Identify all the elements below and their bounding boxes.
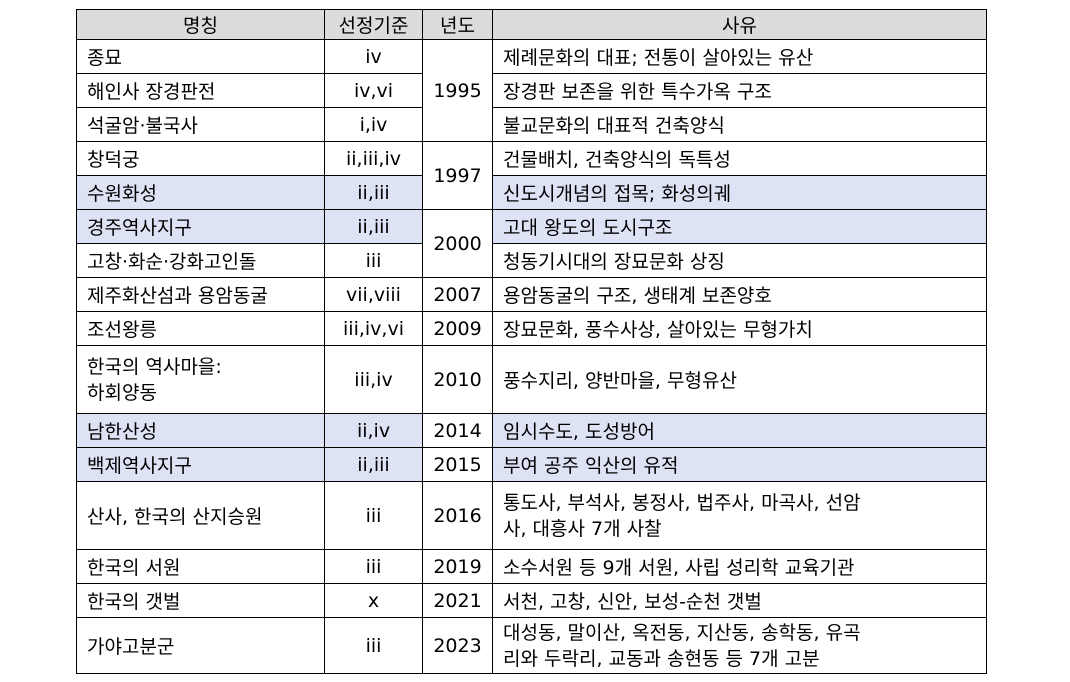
heritage-table: 명칭 선정기준 년도 사유 종묘 iv 1995 제례문화의 대표; 전통이 살… [76, 9, 987, 674]
year-cell: 2019 [422, 549, 493, 584]
header-criteria: 선정기준 [324, 9, 423, 40]
reason-cell: 장경판 보존을 위한 특수가옥 구조 [492, 73, 987, 108]
table-row: 한국의 갯벌 x 2021 서천, 고창, 신안, 보성-순천 갯벌 [76, 583, 987, 618]
heritage-name: 고창·화순·강화고인돌 [76, 243, 325, 278]
heritage-name: 남한산성 [76, 413, 325, 448]
reason-cell: 청동기시대의 장묘문화 상징 [492, 243, 987, 278]
year-cell: 2000 [422, 209, 493, 278]
year-cell: 2016 [422, 481, 493, 550]
table-row: 고창·화순·강화고인돌 iii 청동기시대의 장묘문화 상징 [76, 243, 987, 278]
criteria-cell: iv [324, 39, 423, 74]
heritage-name: 한국의 갯벌 [76, 583, 325, 618]
criteria-cell: iii,iv,vi [324, 311, 423, 346]
criteria-cell: iii [324, 617, 423, 674]
criteria-cell: i,iv [324, 107, 423, 142]
table-row: 한국의 서원 iii 2019 소수서원 등 9개 서원, 사립 성리학 교육기… [76, 549, 987, 584]
heritage-name: 석굴암·불국사 [76, 107, 325, 142]
reason-line: 리와 두락리, 교동과 송현동 등 7개 고분 [503, 647, 820, 670]
reason-cell: 제례문화의 대표; 전통이 살아있는 유산 [492, 39, 987, 74]
criteria-cell: iii [324, 549, 423, 584]
reason-cell: 서천, 고창, 신안, 보성-순천 갯벌 [492, 583, 987, 618]
reason-line: 사, 대흥사 7개 사찰 [503, 517, 662, 540]
table-row: 경주역사지구 ii,iii 2000 고대 왕도의 도시구조 [76, 209, 987, 278]
criteria-cell: x [324, 583, 423, 618]
reason-cell: 불교문화의 대표적 건축양식 [492, 107, 987, 142]
year-cell: 1997 [422, 141, 493, 210]
year-cell: 2021 [422, 583, 493, 618]
table-row: 백제역사지구 ii,iii 2015 부여 공주 익산의 유적 [76, 447, 987, 482]
heritage-name: 종묘 [76, 39, 325, 74]
header-year: 년도 [422, 9, 493, 40]
reason-cell: 용암동굴의 구조, 생태계 보존양호 [492, 277, 987, 312]
reason-cell: 임시수도, 도성방어 [492, 413, 987, 448]
year-cell: 2010 [422, 345, 493, 414]
table-row: 가야고분군 iii 2023 대성동, 말이산, 옥전동, 지산동, 송학동, … [76, 617, 987, 674]
criteria-cell: ii,iv [324, 413, 423, 448]
criteria-cell: iii [324, 243, 423, 278]
year-cell: 2009 [422, 311, 493, 346]
reason-cell: 고대 왕도의 도시구조 [492, 209, 987, 244]
table-row: 한국의 역사마을: 하회양동 iii,iv 2010 풍수지리, 양반마을, 무… [76, 345, 987, 414]
reason-cell: 신도시개념의 접목; 화성의궤 [492, 175, 987, 210]
heritage-name: 한국의 서원 [76, 549, 325, 584]
reason-line: 대성동, 말이산, 옥전동, 지산동, 송학동, 유곡 [503, 621, 861, 644]
criteria-cell: iv,vi [324, 73, 423, 108]
year-cell: 2015 [422, 447, 493, 482]
heritage-name: 해인사 장경판전 [76, 73, 325, 108]
heritage-name: 제주화산섬과 용암동굴 [76, 277, 325, 312]
table-row: 남한산성 ii,iv 2014 임시수도, 도성방어 [76, 413, 987, 448]
table-row: 제주화산섬과 용암동굴 vii,viii 2007 용암동굴의 구조, 생태계 … [76, 277, 987, 312]
heritage-name: 한국의 역사마을: 하회양동 [76, 345, 325, 414]
year-cell: 2007 [422, 277, 493, 312]
table-row: 석굴암·불국사 i,iv 불교문화의 대표적 건축양식 [76, 107, 987, 142]
heritage-name: 수원화성 [76, 175, 325, 210]
table-row: 해인사 장경판전 iv,vi 장경판 보존을 위한 특수가옥 구조 [76, 73, 987, 108]
criteria-cell: iii [324, 481, 423, 550]
heritage-name: 산사, 한국의 산지승원 [76, 481, 325, 550]
heritage-name-line: 하회양동 [87, 381, 157, 404]
reason-cell: 소수서원 등 9개 서원, 사립 성리학 교육기관 [492, 549, 987, 584]
heritage-name-line: 한국의 역사마을: [87, 355, 222, 378]
criteria-cell: ii,iii [324, 209, 423, 244]
table-row: 수원화성 ii,iii 신도시개념의 접목; 화성의궤 [76, 175, 987, 210]
heritage-name: 조선왕릉 [76, 311, 325, 346]
year-cell: 1995 [422, 39, 493, 142]
criteria-cell: ii,iii [324, 447, 423, 482]
table-row: 조선왕릉 iii,iv,vi 2009 장묘문화, 풍수사상, 살아있는 무형가… [76, 311, 987, 346]
criteria-cell: vii,viii [324, 277, 423, 312]
reason-cell: 통도사, 부석사, 봉정사, 법주사, 마곡사, 선암 사, 대흥사 7개 사찰 [492, 481, 987, 550]
table-row: 창덕궁 ii,iii,iv 1997 건물배치, 건축양식의 독특성 [76, 141, 987, 210]
reason-cell: 대성동, 말이산, 옥전동, 지산동, 송학동, 유곡 리와 두락리, 교동과 … [492, 617, 987, 674]
criteria-cell: iii,iv [324, 345, 423, 414]
header-name: 명칭 [76, 9, 325, 40]
header-row: 명칭 선정기준 년도 사유 [76, 9, 987, 40]
header-reason: 사유 [492, 9, 987, 40]
reason-cell: 장묘문화, 풍수사상, 살아있는 무형가치 [492, 311, 987, 346]
heritage-name: 가야고분군 [76, 617, 325, 674]
heritage-name: 경주역사지구 [76, 209, 325, 244]
year-cell: 2023 [422, 617, 493, 674]
table-row: 종묘 iv 1995 제례문화의 대표; 전통이 살아있는 유산 [76, 39, 987, 142]
criteria-cell: ii,iii [324, 175, 423, 210]
heritage-name: 백제역사지구 [76, 447, 325, 482]
year-cell: 2014 [422, 413, 493, 448]
reason-cell: 건물배치, 건축양식의 독특성 [492, 141, 987, 176]
heritage-name: 창덕궁 [76, 141, 325, 176]
reason-cell: 부여 공주 익산의 유적 [492, 447, 987, 482]
reason-line: 통도사, 부석사, 봉정사, 법주사, 마곡사, 선암 [503, 491, 861, 514]
reason-cell: 풍수지리, 양반마을, 무형유산 [492, 345, 987, 414]
criteria-cell: ii,iii,iv [324, 141, 423, 176]
table-row: 산사, 한국의 산지승원 iii 2016 통도사, 부석사, 봉정사, 법주사… [76, 481, 987, 550]
